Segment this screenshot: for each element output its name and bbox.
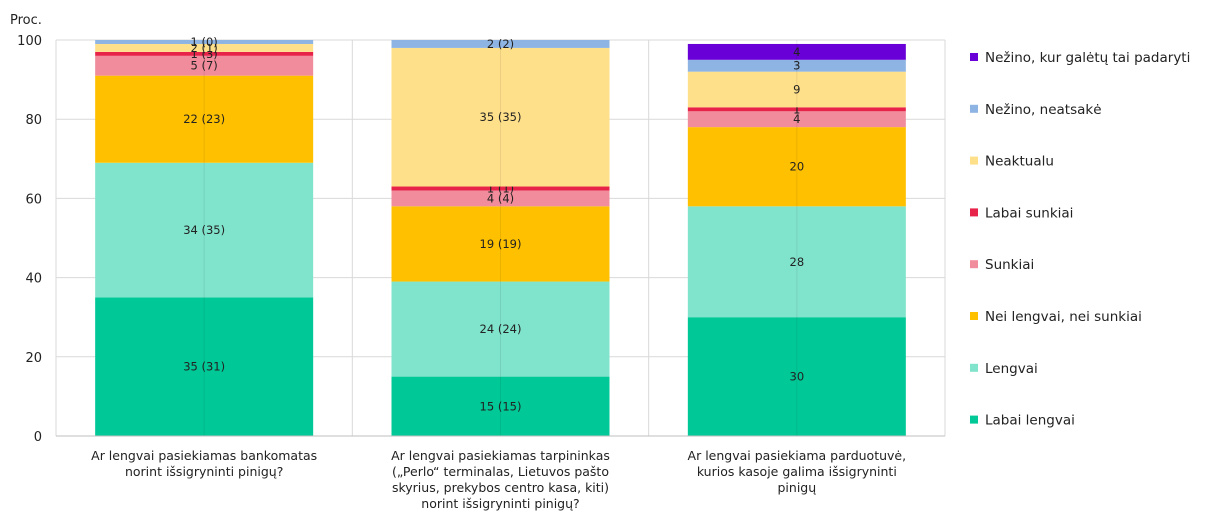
data-label: 30: [790, 370, 805, 384]
x-category-label: („Perlo“ terminalas, Lietuvos pašto: [392, 464, 609, 479]
bar-segment: [95, 75, 314, 163]
bar-segment: [391, 190, 610, 207]
data-label: 35 (35): [480, 110, 522, 124]
bar-segment: [687, 206, 906, 318]
data-label: 1 (0): [191, 35, 218, 49]
legend-label: Nežino, kur galėtų tai padaryti: [985, 50, 1190, 66]
bar-segment: [95, 55, 314, 76]
data-label: 4: [793, 45, 800, 59]
axes: 0 20 40 60 80 100 Ar lengvai pasiekiamas banko…: [17, 34, 945, 511]
legend-label: Neaktualu: [985, 154, 1054, 170]
x-category-label: Ar lengvai pasiekiama parduotuvė,: [688, 448, 907, 463]
bar-segment: [687, 317, 906, 436]
bars: 35 (31)34 (35)22 (23)5 (7)1 (3)2 (1)1 (0…: [95, 35, 906, 436]
bar-segment: [391, 376, 610, 436]
y-tick-label: 0: [34, 430, 42, 445]
bar-segment: [95, 297, 314, 436]
legend-swatch: [970, 312, 978, 320]
x-category-label: norint išsigryninti pinigų?: [125, 464, 283, 479]
bar-segment: [95, 43, 314, 52]
data-label: 2 (2): [487, 37, 514, 51]
legend-swatch: [970, 156, 978, 165]
legend: Nežino, kur galėtų tai padaryti Nežino, n…: [970, 50, 1190, 429]
data-label: 19 (19): [480, 237, 522, 251]
x-category-label: skyrius, prekybos centro kasa, kiti): [392, 480, 609, 495]
bar-segment: [687, 127, 906, 207]
data-label: 9: [793, 83, 800, 97]
legend-swatch: [970, 363, 978, 372]
bar-segment: [95, 162, 314, 298]
data-label: 4: [793, 112, 800, 126]
bar-segment: [391, 206, 610, 282]
bar-segment: [391, 47, 610, 187]
data-label: 28: [790, 255, 805, 269]
legend-label: Sunkiai: [985, 257, 1034, 273]
x-category-label: norint išsigryninti pinigų?: [421, 496, 579, 511]
y-tick-label: 100: [17, 34, 42, 49]
bar-segment: [391, 281, 610, 377]
y-axis-unit-label: Proc.: [10, 13, 42, 28]
bar-segment: [687, 111, 906, 128]
x-category-label: kurios kasoje galima išsigryninti: [697, 464, 897, 479]
bar-segment: [687, 43, 906, 60]
x-category-label: Ar lengvai pasiekiamas tarpininkas: [391, 448, 610, 463]
legend-swatch: [970, 53, 978, 61]
data-label: 20: [790, 160, 805, 174]
legend-label: Nežino, neatsakė: [985, 102, 1102, 118]
legend-label: Labai lengvai: [985, 413, 1075, 429]
y-tick-label: 80: [25, 113, 42, 128]
data-label: 22 (23): [183, 112, 225, 126]
legend-swatch: [970, 104, 978, 113]
legend-swatch: [970, 260, 978, 269]
legend-swatch: [970, 415, 978, 424]
data-label: 34 (35): [183, 223, 225, 237]
y-tick-label: 60: [25, 192, 42, 207]
bar-segment: [391, 40, 610, 48]
bar-segment: [95, 40, 314, 44]
y-tick-label: 20: [25, 351, 42, 366]
bar-segment: [95, 51, 314, 56]
bar-segment: [687, 71, 906, 108]
data-label: 3: [793, 59, 800, 73]
data-label: 1: [793, 102, 800, 116]
bar-segment: [687, 59, 906, 72]
data-label: 4 (4): [487, 191, 514, 205]
bar-segment: [687, 107, 906, 112]
data-label: 5 (7): [191, 59, 218, 73]
data-label: 24 (24): [480, 322, 522, 336]
legend-label: Lengvai: [985, 361, 1038, 377]
y-tick-label: 40: [25, 272, 42, 287]
x-category-label: pinigų: [777, 480, 816, 495]
legend-label: Nei lengvai, nei sunkiai: [985, 309, 1142, 325]
legend-swatch: [970, 208, 978, 217]
x-category-label: Ar lengvai pasiekiamas bankomatas: [91, 448, 317, 463]
data-label: 35 (31): [183, 360, 225, 374]
data-label: 15 (15): [480, 399, 522, 413]
legend-label: Labai sunkiai: [985, 205, 1073, 221]
data-label: 2 (1): [191, 41, 218, 55]
bar-segment: [391, 186, 610, 191]
